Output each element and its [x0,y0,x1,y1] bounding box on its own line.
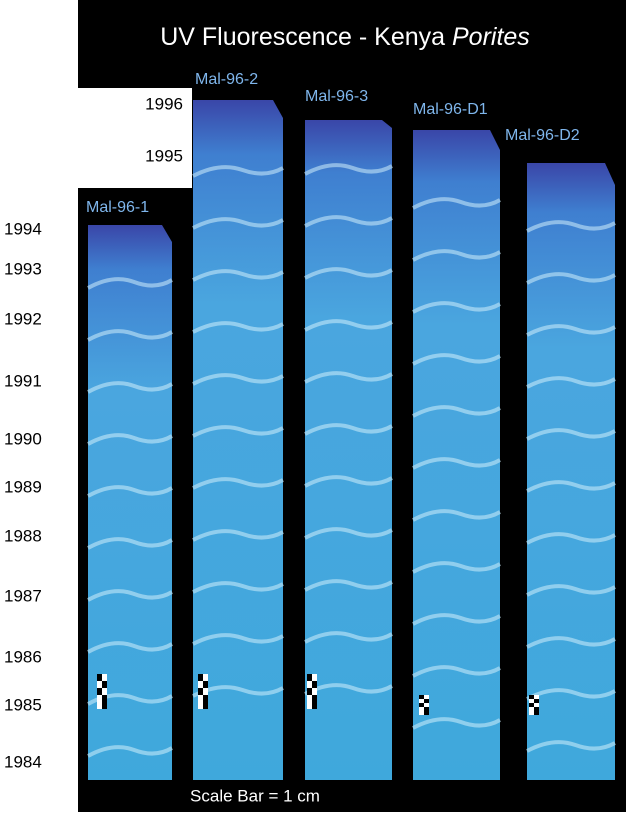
scale-bar [419,707,424,715]
growth-band [412,249,501,262]
growth-band [304,371,393,384]
growth-band [304,475,393,488]
growth-band [87,485,174,498]
growth-band [192,633,284,646]
growth-band [304,319,393,332]
core [413,130,500,780]
growth-band [192,581,284,594]
growth-band [87,433,174,446]
growth-band [304,163,393,176]
title-italic: Porites [452,23,530,51]
growth-band [526,324,616,337]
growth-band [304,527,393,540]
scale-bar [102,695,107,709]
title-text: UV Fluorescence - Kenya [160,23,452,51]
year-label: 1985 [4,695,42,714]
scale-note: Scale Bar = 1 cm [190,786,320,805]
growth-band [192,529,284,542]
growth-band [87,537,174,550]
growth-band [192,477,284,490]
year-label: 1991 [4,371,42,390]
year-label: 1989 [4,477,42,496]
scale-bar [312,695,317,709]
growth-band [412,717,501,730]
growth-band [304,631,393,644]
growth-band [526,532,616,545]
growth-band [526,740,616,753]
year-label: 1995 [145,146,183,165]
growth-band [192,321,284,334]
year-label: 1988 [4,526,42,545]
year-label: 1984 [4,752,42,771]
scale-bar [529,707,534,715]
scale-bar [198,695,203,709]
growth-band [304,683,393,696]
core [88,225,172,780]
growth-band [412,405,501,418]
growth-band [412,301,501,314]
core-label: Mal-96-D2 [505,127,580,144]
year-label: 1990 [4,429,42,448]
year-label: 1986 [4,647,42,666]
scale-bar [203,695,208,709]
growth-band [87,641,174,654]
cores: Mal-96-1 Mal-96-2 Mal-96-3 Mal-96-D1 Mal-96-… [86,71,616,780]
growth-band [192,165,284,178]
growth-band [304,267,393,280]
core-label: Mal-96-1 [86,199,149,216]
growth-band [412,613,501,626]
growth-band [304,215,393,228]
year-label: 1996 [145,94,183,113]
year-label: 1993 [4,259,42,278]
year-label: 1994 [4,219,42,238]
growth-band [526,688,616,701]
growth-band [87,381,174,394]
core [305,120,392,780]
scale-bar [534,707,539,715]
growth-band [192,269,284,282]
label-panel [78,88,192,188]
growth-band [412,509,501,522]
growth-band [526,376,616,389]
growth-band [87,329,174,342]
growth-band [304,579,393,592]
core [527,163,615,780]
title: UV Fluorescence - Kenya Porites [160,23,530,51]
growth-band [192,685,284,698]
growth-band [526,272,616,285]
scale-bar [97,695,102,709]
growth-band [192,217,284,230]
growth-band [526,636,616,649]
year-label: 1987 [4,586,42,605]
growth-band [526,480,616,493]
growth-band [304,423,393,436]
growth-band [192,373,284,386]
growth-band [192,425,284,438]
growth-band [412,197,501,210]
growth-band [87,745,174,758]
core-label: Mal-96-3 [305,88,368,105]
growth-band [412,353,501,366]
growth-band [87,277,174,290]
year-label: 1992 [4,309,42,328]
core-label: Mal-96-D1 [413,101,488,118]
growth-band [412,665,501,678]
scale-bar [307,695,312,709]
core-label: Mal-96-2 [195,71,258,88]
scale-bar [424,707,429,715]
growth-band [412,561,501,574]
growth-band [87,589,174,602]
growth-band [526,220,616,233]
growth-band [526,584,616,597]
growth-band [526,428,616,441]
growth-band [412,457,501,470]
